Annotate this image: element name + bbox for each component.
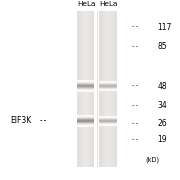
Bar bbox=[77, 123, 94, 124]
Bar bbox=[99, 122, 117, 123]
Bar bbox=[105, 11, 106, 166]
Bar bbox=[77, 116, 94, 117]
Bar bbox=[100, 11, 101, 166]
Bar bbox=[77, 11, 94, 166]
Bar bbox=[107, 11, 108, 166]
Text: 19: 19 bbox=[158, 135, 167, 144]
Bar bbox=[99, 81, 117, 82]
Bar bbox=[77, 119, 94, 120]
Bar bbox=[99, 119, 117, 120]
Bar bbox=[111, 11, 112, 166]
Bar bbox=[108, 11, 109, 166]
Bar bbox=[80, 11, 81, 166]
Bar bbox=[99, 82, 117, 83]
Bar bbox=[77, 126, 94, 127]
Text: (kD): (kD) bbox=[145, 156, 159, 163]
Bar bbox=[77, 87, 94, 88]
Bar bbox=[114, 11, 115, 166]
Bar bbox=[83, 11, 84, 166]
Bar bbox=[88, 11, 89, 166]
Bar bbox=[77, 120, 94, 121]
Bar bbox=[77, 85, 94, 86]
Text: --: -- bbox=[130, 119, 140, 128]
Bar bbox=[110, 11, 111, 166]
Bar bbox=[77, 122, 94, 123]
Bar bbox=[82, 11, 83, 166]
Bar bbox=[115, 11, 116, 166]
Bar bbox=[103, 11, 104, 166]
Bar bbox=[81, 11, 82, 166]
Bar bbox=[77, 121, 94, 122]
Bar bbox=[99, 117, 117, 118]
Bar bbox=[77, 90, 94, 91]
Bar bbox=[92, 11, 93, 166]
Bar bbox=[104, 11, 105, 166]
Bar bbox=[116, 11, 117, 166]
Bar bbox=[77, 81, 94, 82]
Bar bbox=[93, 11, 94, 166]
Text: --: -- bbox=[39, 116, 48, 125]
Text: 85: 85 bbox=[158, 42, 167, 51]
Text: 34: 34 bbox=[158, 101, 167, 110]
Bar bbox=[79, 11, 80, 166]
Bar bbox=[77, 118, 94, 119]
Text: 26: 26 bbox=[158, 119, 167, 128]
Bar bbox=[77, 125, 94, 126]
Text: --: -- bbox=[130, 22, 140, 32]
Bar bbox=[99, 125, 117, 126]
Bar bbox=[99, 87, 117, 88]
Bar bbox=[99, 118, 117, 119]
Bar bbox=[78, 11, 79, 166]
Bar bbox=[113, 11, 114, 166]
Bar bbox=[101, 11, 102, 166]
Bar bbox=[77, 117, 94, 118]
Bar bbox=[87, 11, 88, 166]
Bar bbox=[99, 121, 117, 122]
Bar bbox=[109, 11, 110, 166]
Text: --: -- bbox=[130, 82, 140, 91]
Bar bbox=[102, 11, 103, 166]
Bar bbox=[99, 88, 117, 89]
Bar bbox=[99, 85, 117, 86]
Bar bbox=[99, 123, 117, 124]
Bar bbox=[77, 115, 94, 116]
Bar bbox=[77, 88, 94, 89]
Bar bbox=[86, 11, 87, 166]
Text: 48: 48 bbox=[158, 82, 167, 91]
Bar bbox=[77, 82, 94, 83]
Bar bbox=[99, 90, 117, 91]
Bar bbox=[99, 84, 117, 85]
Bar bbox=[77, 89, 94, 90]
Text: EIF3K: EIF3K bbox=[10, 116, 31, 125]
Bar bbox=[77, 91, 94, 92]
Text: --: -- bbox=[130, 42, 140, 51]
Bar bbox=[99, 11, 117, 166]
Text: --: -- bbox=[130, 135, 140, 144]
Bar bbox=[77, 84, 94, 85]
Bar bbox=[77, 80, 94, 81]
Bar bbox=[77, 86, 94, 87]
Bar bbox=[99, 83, 117, 84]
Bar bbox=[99, 116, 117, 117]
Bar bbox=[112, 11, 113, 166]
Bar bbox=[77, 11, 78, 166]
Bar bbox=[77, 83, 94, 84]
Bar bbox=[84, 11, 85, 166]
Text: --: -- bbox=[130, 101, 140, 110]
Bar bbox=[85, 11, 86, 166]
Bar bbox=[77, 124, 94, 125]
Bar bbox=[90, 11, 91, 166]
Text: HeLa: HeLa bbox=[77, 1, 96, 7]
Bar bbox=[99, 11, 100, 166]
Bar bbox=[89, 11, 90, 166]
Bar bbox=[99, 124, 117, 125]
Bar bbox=[99, 120, 117, 121]
Text: HeLa: HeLa bbox=[99, 1, 117, 7]
Bar bbox=[106, 11, 107, 166]
Bar bbox=[99, 89, 117, 90]
Text: 117: 117 bbox=[158, 22, 172, 32]
Bar bbox=[91, 11, 92, 166]
Bar bbox=[99, 86, 117, 87]
